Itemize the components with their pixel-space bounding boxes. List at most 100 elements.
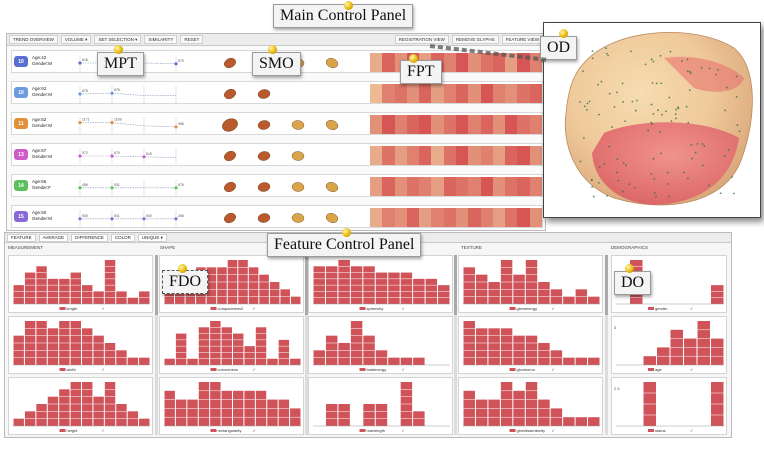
histogram-chart[interactable]: length ✓ (9, 256, 154, 314)
smo-shape[interactable] (257, 182, 271, 193)
feature-check-icon[interactable]: ✓ (102, 367, 105, 372)
patient-row[interactable]: 13 Age:57 Gender:M 572 670 615 (11, 143, 543, 166)
fpt-cell[interactable] (406, 208, 420, 227)
feature-histogram-cell[interactable]: sphericity ✓ (308, 255, 453, 313)
fpt-cell[interactable] (529, 208, 542, 227)
histogram-bar[interactable] (475, 399, 488, 426)
histogram-chart[interactable]: rectangularity ✓ (160, 378, 305, 436)
feature-histogram-cell[interactable]: totalenergy ✓ (308, 316, 453, 374)
feature-check-icon[interactable]: ✓ (552, 428, 555, 433)
histogram-bar[interactable] (375, 404, 388, 426)
mpt-point[interactable] (174, 62, 178, 66)
histogram-bar[interactable] (233, 333, 244, 365)
smo-shape[interactable] (291, 151, 305, 161)
histogram-chart[interactable]: glcmenergy ✓ (459, 256, 604, 314)
fpt-cell[interactable] (455, 84, 469, 103)
smo-shape[interactable] (257, 213, 271, 224)
histogram-bar[interactable] (36, 404, 47, 426)
histogram-bar[interactable] (711, 338, 724, 365)
smo-shape[interactable] (257, 151, 271, 162)
demographic-histogram-cell[interactable]: age ✓ 5 (611, 316, 727, 374)
patient-id-badge[interactable]: 13 (14, 149, 28, 160)
fpt-cell[interactable] (480, 115, 493, 134)
histogram-bar[interactable] (525, 382, 538, 426)
mpt-point[interactable] (174, 125, 178, 129)
tab-difference[interactable]: DIFFERENCE (71, 233, 108, 242)
histogram-bar[interactable] (338, 404, 350, 426)
fpt-cell[interactable] (492, 146, 506, 165)
fpt-cell[interactable] (529, 84, 542, 103)
fpt-cell[interactable] (468, 208, 481, 227)
histogram-bar[interactable] (198, 382, 210, 426)
set-selection-dropdown[interactable]: SET SELECTION ▾ (94, 35, 142, 44)
patient-id-badge[interactable]: 10 (14, 87, 28, 98)
fpt-cell[interactable] (370, 146, 383, 165)
tab-average[interactable]: AVERAGE (38, 233, 69, 242)
histogram-bar[interactable] (269, 282, 280, 304)
fpt-cell[interactable] (492, 115, 506, 134)
patient-id-badge[interactable]: 10 (14, 56, 28, 67)
mpt-trend-plot[interactable]: 675 676 (74, 83, 184, 104)
histogram-bar[interactable] (59, 389, 70, 426)
histogram-bar[interactable] (116, 404, 127, 426)
mpt-trend-plot[interactable]: 1171 1169 956 (74, 114, 184, 135)
fpt-cell[interactable] (394, 146, 407, 165)
mpt-point[interactable] (142, 217, 146, 221)
smo-shape[interactable] (291, 182, 305, 192)
fpt-cell[interactable] (443, 177, 456, 196)
histogram-bar[interactable] (267, 399, 278, 426)
fpt-cell[interactable] (480, 84, 493, 103)
fpt-cell[interactable] (370, 84, 383, 103)
feature-check-icon[interactable]: ✓ (690, 306, 693, 311)
mpt-point[interactable] (110, 186, 114, 190)
fpt-cell[interactable] (431, 146, 444, 165)
histogram-bar[interactable] (13, 418, 24, 426)
organ-3d-render[interactable] (544, 23, 762, 219)
smo-shape[interactable] (223, 180, 238, 193)
histogram-bar[interactable] (697, 321, 711, 365)
fpt-cell[interactable] (505, 115, 518, 134)
histogram-bar[interactable] (388, 357, 400, 365)
histogram-bar[interactable] (187, 399, 198, 426)
tab-color[interactable]: COLOR (110, 233, 135, 242)
fpt-cell[interactable] (505, 146, 518, 165)
feature-check-icon[interactable]: ✓ (253, 306, 256, 311)
fpt-cell[interactable] (370, 115, 383, 134)
histogram-bar[interactable] (338, 260, 350, 304)
fpt-cell[interactable] (505, 177, 518, 196)
volume-dropdown[interactable]: VOLUME ▾ (60, 35, 92, 44)
fpt-cell[interactable] (431, 177, 444, 196)
histogram-bar[interactable] (400, 357, 413, 365)
smo-shape[interactable] (325, 57, 339, 70)
histogram-chart[interactable]: glrmdissimilarity ✓ (459, 378, 604, 436)
histogram-bar[interactable] (711, 285, 724, 304)
remove-glyphs-button[interactable]: REMOVE GLYPHS (451, 35, 499, 44)
smo-shape[interactable] (325, 212, 339, 225)
histogram-chart[interactable]: height ✓ (9, 378, 154, 436)
feature-check-icon[interactable]: ✓ (402, 367, 405, 372)
histogram-bar[interactable] (588, 357, 600, 365)
column-scrollbar[interactable] (305, 255, 308, 435)
mpt-trend-plot[interactable]: 530 541 540 266 (74, 207, 184, 228)
histogram-bar[interactable] (538, 282, 550, 304)
histogram-bar[interactable] (588, 417, 600, 426)
fpt-cell[interactable] (492, 177, 506, 196)
fpt-cell[interactable] (468, 177, 481, 196)
smo-shape-glyphs[interactable] (218, 177, 368, 196)
fpt-cell[interactable] (443, 208, 456, 227)
smo-shape[interactable] (223, 211, 238, 224)
feature-histogram-cell[interactable]: glcmhomo ✓ (458, 316, 603, 374)
smo-shape[interactable] (257, 120, 271, 131)
fpt-cell[interactable] (517, 84, 530, 103)
unique-dropdown[interactable]: UNIQUE ▾ (137, 233, 167, 242)
demographic-histogram-cell[interactable]: status ✓ 2.5 (611, 377, 727, 435)
fpt-cell[interactable] (468, 53, 481, 72)
fpt-cell[interactable] (431, 84, 444, 103)
histogram-bar[interactable] (363, 404, 375, 426)
fpt-cell[interactable] (443, 53, 456, 72)
histogram-bar[interactable] (488, 399, 500, 426)
histogram-bar[interactable] (500, 382, 513, 426)
histogram-bar[interactable] (217, 267, 227, 304)
histogram-bar[interactable] (70, 272, 81, 304)
feature-check-icon[interactable]: ✓ (102, 306, 105, 311)
